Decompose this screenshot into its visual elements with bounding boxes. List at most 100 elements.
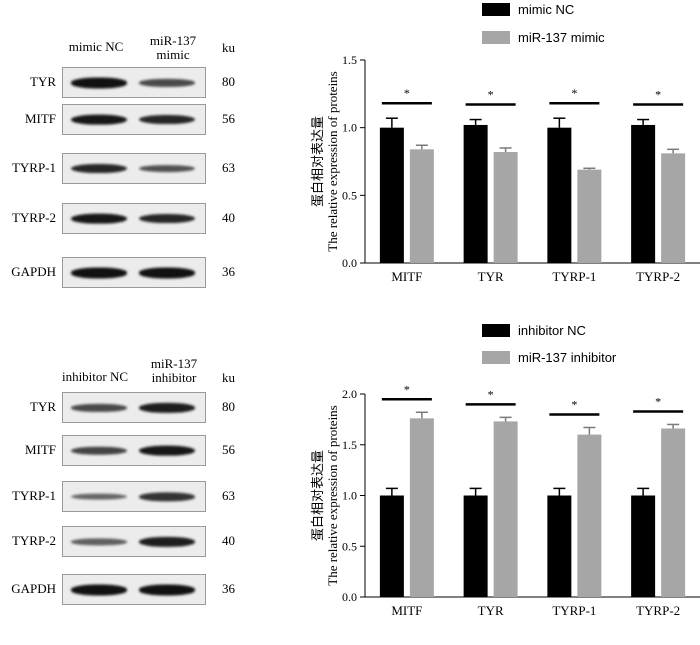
x-tick-label: TYR bbox=[478, 269, 504, 284]
blot-label-mitf: MITF bbox=[24, 442, 56, 457]
blot-ku-value: 56 bbox=[222, 111, 235, 126]
blot-ku-value: 36 bbox=[222, 581, 235, 596]
y-tick-label: 1.0 bbox=[342, 489, 357, 503]
blot-band bbox=[139, 164, 195, 173]
ku-label: ku bbox=[222, 40, 235, 55]
legend-swatch bbox=[482, 324, 510, 337]
significance-star: * bbox=[571, 86, 577, 100]
blot-ku-value: 40 bbox=[222, 533, 235, 548]
bar bbox=[547, 495, 572, 597]
y-axis-label-en: The relative expression of proteins bbox=[325, 405, 340, 586]
blot-band bbox=[139, 78, 195, 87]
blot-label-gapdh: GAPDH bbox=[11, 581, 56, 596]
blot-ku-value: 63 bbox=[222, 488, 235, 503]
x-tick-label: TYRP-1 bbox=[552, 269, 596, 284]
blot-ku-value: 80 bbox=[222, 399, 235, 414]
y-axis-label-zh: 蛋白相对表达量 bbox=[310, 450, 325, 541]
significance-star: * bbox=[404, 382, 410, 396]
bar bbox=[661, 428, 686, 597]
blot-band bbox=[71, 114, 127, 125]
blot-band bbox=[139, 584, 195, 595]
lane-header-mimic-nc: mimic NC bbox=[68, 39, 124, 54]
significance-star: * bbox=[404, 86, 410, 100]
bar bbox=[379, 495, 404, 597]
bar bbox=[409, 418, 434, 597]
bar bbox=[493, 421, 518, 597]
western-blot-inhibitor: inhibitor NC miR-137 inhibitor ku TYR 80 M… bbox=[0, 345, 270, 645]
blot-band bbox=[139, 491, 195, 502]
x-tick-label: TYRP-2 bbox=[636, 269, 680, 284]
blot-label-gapdh: GAPDH bbox=[11, 264, 56, 279]
y-axis-label-en: The relative expression of proteins bbox=[325, 71, 340, 252]
bar-chart-inhibitor: inhibitor NC miR-137 inhibitor 0.0 0.5 1.0 1.… bbox=[310, 323, 700, 618]
x-tick-label: MITF bbox=[391, 269, 422, 284]
significance-star: * bbox=[655, 394, 661, 408]
blot-strip-tyrp-2 bbox=[62, 526, 206, 557]
blot-band bbox=[71, 537, 127, 546]
x-tick-label: MITF bbox=[391, 603, 422, 618]
bar bbox=[577, 434, 602, 597]
blot-strip-gapdh bbox=[62, 257, 206, 288]
y-tick-label: 1.5 bbox=[342, 438, 357, 452]
y-tick-label: 1.0 bbox=[342, 121, 357, 135]
blot-ku-value: 80 bbox=[222, 74, 235, 89]
bar bbox=[547, 127, 572, 264]
blot-band bbox=[71, 403, 127, 412]
bar bbox=[661, 153, 686, 263]
bar bbox=[463, 495, 488, 597]
blot-label-mitf: MITF bbox=[24, 111, 56, 126]
significance-star: * bbox=[655, 88, 661, 102]
bar bbox=[493, 152, 518, 263]
lane-header-mir137-mimic: miR-137 mimic bbox=[149, 33, 197, 62]
blot-label-tyr: TYR bbox=[30, 399, 56, 414]
y-tick-label: 2.0 bbox=[342, 387, 357, 401]
y-tick-label: 1.5 bbox=[342, 53, 357, 67]
blot-band bbox=[71, 446, 127, 455]
blot-band bbox=[139, 267, 195, 278]
blot-band bbox=[139, 114, 195, 125]
legend-label: mimic NC bbox=[518, 2, 574, 17]
blot-label-tyrp-1: TYRP-1 bbox=[11, 160, 56, 175]
significance-star: * bbox=[488, 88, 494, 102]
y-tick-label: 0.0 bbox=[342, 256, 357, 270]
blot-strip-gapdh bbox=[62, 574, 206, 605]
blot-strip-tyr bbox=[62, 67, 206, 98]
blot-label-tyrp-2: TYRP-2 bbox=[11, 533, 56, 548]
blot-band bbox=[139, 536, 195, 547]
legend-label: inhibitor NC bbox=[518, 323, 586, 338]
y-tick-label: 0.0 bbox=[342, 590, 357, 604]
legend-swatch bbox=[482, 3, 510, 16]
western-blot-mimic: mimic NC miR-137 mimic ku TYR 80 MITF 56 TYR… bbox=[0, 0, 270, 300]
y-tick-label: 0.5 bbox=[342, 539, 357, 553]
ku-label: ku bbox=[222, 370, 235, 385]
blot-ku-value: 56 bbox=[222, 442, 235, 457]
blot-strip-tyrp-1 bbox=[62, 153, 206, 184]
bar bbox=[577, 169, 602, 263]
x-tick-label: TYRP-1 bbox=[552, 603, 596, 618]
bar bbox=[631, 124, 656, 264]
blot-strip-tyrp-2 bbox=[62, 203, 206, 234]
legend-swatch bbox=[482, 31, 510, 44]
blot-ku-value: 36 bbox=[222, 264, 235, 279]
blot-ku-value: 40 bbox=[222, 210, 235, 225]
y-tick-label: 0.5 bbox=[342, 188, 357, 202]
blot-band bbox=[139, 402, 195, 413]
x-tick-label: TYRP-2 bbox=[636, 603, 680, 618]
legend-label: miR-137 inhibitor bbox=[518, 350, 617, 365]
blot-strip-mitf bbox=[62, 104, 206, 135]
blot-strip-tyr bbox=[62, 392, 206, 423]
lane-header-mir137-inhibitor: miR-137 inhibitor bbox=[150, 356, 198, 385]
blot-label-tyrp-2: TYRP-2 bbox=[11, 210, 56, 225]
blot-strip-tyrp-1 bbox=[62, 481, 206, 512]
bar bbox=[631, 495, 656, 597]
bar-chart-mimic: mimic NC miR-137 mimic 0.0 0.5 1.0 1.5 蛋白相对表达量… bbox=[310, 2, 700, 284]
significance-star: * bbox=[488, 387, 494, 401]
x-tick-label: TYR bbox=[478, 603, 504, 618]
legend-swatch bbox=[482, 351, 510, 364]
blot-band bbox=[71, 493, 127, 500]
bar bbox=[409, 149, 434, 263]
blot-strip-mitf bbox=[62, 435, 206, 466]
blot-band bbox=[139, 445, 195, 456]
blot-band bbox=[71, 213, 127, 224]
blot-band bbox=[71, 77, 127, 88]
